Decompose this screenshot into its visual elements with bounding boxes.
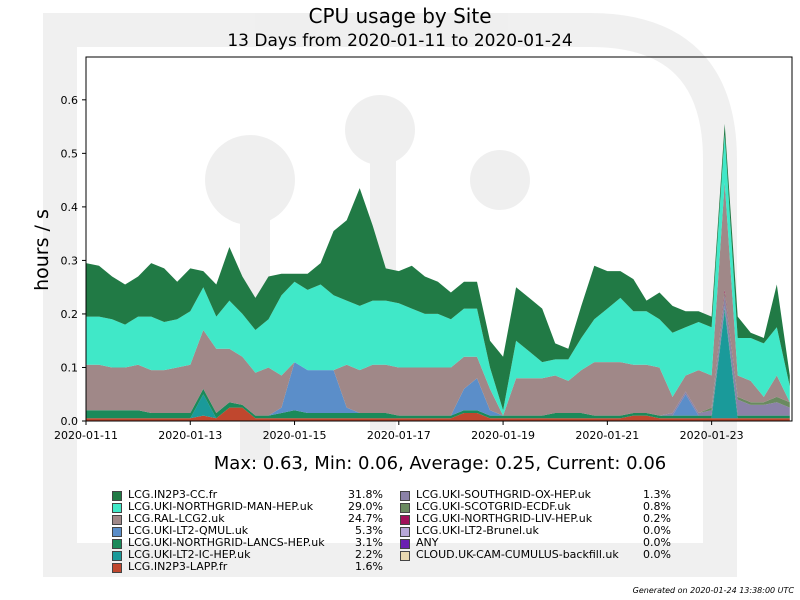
legend-label: LCG.RAL-LCG2.uk xyxy=(128,512,225,525)
summary-stats: Max: 0.63, Min: 0.06, Average: 0.25, Cur… xyxy=(213,453,667,474)
legend-label: ANY xyxy=(416,536,439,549)
y-tick-label: 0.4 xyxy=(61,201,79,214)
x-tick-label: 2020-01-15 xyxy=(263,429,327,442)
legend-label: LCG.UKI-NORTHGRID-MAN-HEP.uk xyxy=(128,500,314,513)
legend-percent: 31.8% xyxy=(348,488,383,501)
legend-label: LCG.UKI-LT2-Brunel.uk xyxy=(416,524,539,537)
plot-area: 0.0 0.1 0.2 0.3 0.4 0.5 0.6 2020-01-11 2020-01-1… xyxy=(54,56,793,442)
legend-percent: 1.3% xyxy=(643,488,671,501)
legend-entry: LCG.UKI-LT2-IC-HEP.uk 2.2% xyxy=(112,549,392,561)
legend-swatch xyxy=(400,515,410,525)
legend-swatch xyxy=(400,527,410,537)
y-axis-label: hours / s xyxy=(31,209,53,291)
legend-swatch xyxy=(112,539,122,549)
legend-percent: 24.7% xyxy=(348,512,383,525)
x-tick-label: 2020-01-23 xyxy=(680,429,744,442)
legend-swatch xyxy=(400,551,410,561)
legend-percent: 29.0% xyxy=(348,500,383,513)
legend-percent: 5.3% xyxy=(355,524,383,537)
legend-swatch xyxy=(112,503,122,513)
legend-left-column: LCG.IN2P3-CC.fr 31.8% LCG.UKI-NORTHGRID-MA… xyxy=(112,489,392,573)
legend-percent: 0.0% xyxy=(643,524,671,537)
generated-timestamp: Generated on 2020-01-24 13:38:00 UTC xyxy=(632,586,794,595)
legend-percent: 0.2% xyxy=(643,512,671,525)
legend-swatch xyxy=(400,491,410,501)
legend-entry: LCG.UKI-LT2-QMUL.uk 5.3% xyxy=(112,525,392,537)
legend-entry: LCG.UKI-SOUTHGRID-OX-HEP.uk 1.3% xyxy=(400,489,680,501)
y-tick-label: 0.6 xyxy=(61,94,79,107)
legend-percent: 0.0% xyxy=(643,536,671,549)
legend-entry: LCG.UKI-NORTHGRID-LIV-HEP.uk 0.2% xyxy=(400,513,680,525)
legend-swatch xyxy=(112,515,122,525)
legend-label: LCG.UKI-SCOTGRID-ECDF.uk xyxy=(416,500,571,513)
legend-swatch xyxy=(400,539,410,549)
x-tick-label: 2020-01-13 xyxy=(158,429,222,442)
legend-entry: ANY 0.0% xyxy=(400,537,680,549)
y-tick-label: 0.2 xyxy=(61,308,79,321)
y-tick-label: 0.5 xyxy=(61,147,79,160)
legend-label: LCG.IN2P3-LAPP.fr xyxy=(128,560,228,573)
series-area-11 xyxy=(86,134,790,416)
y-tick-label: 0.0 xyxy=(61,415,79,428)
legend-label: LCG.UKI-SOUTHGRID-OX-HEP.uk xyxy=(416,488,592,501)
legend-percent: 0.8% xyxy=(643,500,671,513)
legend-label: LCG.IN2P3-CC.fr xyxy=(128,488,218,501)
legend-label: LCG.UKI-NORTHGRID-LANCS-HEP.uk xyxy=(128,536,325,549)
legend-entry: LCG.UKI-NORTHGRID-LANCS-HEP.uk 3.1% xyxy=(112,537,392,549)
series-area-1 xyxy=(86,311,790,419)
x-tick-label: 2020-01-17 xyxy=(367,429,431,442)
legend-swatch xyxy=(112,563,122,573)
dirac-logo-watermark xyxy=(43,13,737,577)
legend-swatch xyxy=(112,551,122,561)
chart-title: CPU usage by Site xyxy=(308,4,492,28)
legend-percent: 0.0% xyxy=(643,548,671,561)
legend-entry: LCG.IN2P3-CC.fr 31.8% xyxy=(112,489,392,501)
legend-right-column: LCG.UKI-SOUTHGRID-OX-HEP.uk 1.3% LCG.UKI-S… xyxy=(400,489,680,561)
legend-entry: LCG.UKI-LT2-Brunel.uk 0.0% xyxy=(400,525,680,537)
legend-entry: LCG.RAL-LCG2.uk 24.7% xyxy=(112,513,392,525)
legend-label: CLOUD.UK-CAM-CUMULUS-backfill.uk xyxy=(416,548,619,561)
y-tick-label: 0.1 xyxy=(61,361,79,374)
legend-entry: CLOUD.UK-CAM-CUMULUS-backfill.uk 0.0% xyxy=(400,549,680,561)
legend-swatch xyxy=(400,503,410,513)
series-area-10 xyxy=(86,182,790,416)
plot-frame xyxy=(85,56,793,422)
chart-subtitle: 13 Days from 2020-01-11 to 2020-01-24 xyxy=(227,31,573,51)
x-tick-label: 2020-01-21 xyxy=(575,429,639,442)
legend-swatch xyxy=(112,491,122,501)
legend-percent: 3.1% xyxy=(355,536,383,549)
legend-swatch xyxy=(112,527,122,537)
legend-entry: LCG.UKI-SCOTGRID-ECDF.uk 0.8% xyxy=(400,501,680,513)
series-area-12 xyxy=(86,123,790,411)
legend-percent: 2.2% xyxy=(355,548,383,561)
legend-label: LCG.UKI-LT2-QMUL.uk xyxy=(128,524,249,537)
legend-label: LCG.UKI-LT2-IC-HEP.uk xyxy=(128,548,251,561)
legend-percent: 1.6% xyxy=(355,560,383,573)
x-tick-label: 2020-01-19 xyxy=(471,429,535,442)
series-area-0 xyxy=(86,407,790,421)
y-tick-label: 0.3 xyxy=(61,254,79,267)
legend-entry: LCG.IN2P3-LAPP.fr 1.6% xyxy=(112,561,392,573)
legend-label: LCG.UKI-NORTHGRID-LIV-HEP.uk xyxy=(416,512,593,525)
legend-entry: LCG.UKI-NORTHGRID-MAN-HEP.uk 29.0% xyxy=(112,501,392,513)
x-tick-label: 2020-01-11 xyxy=(54,429,118,442)
